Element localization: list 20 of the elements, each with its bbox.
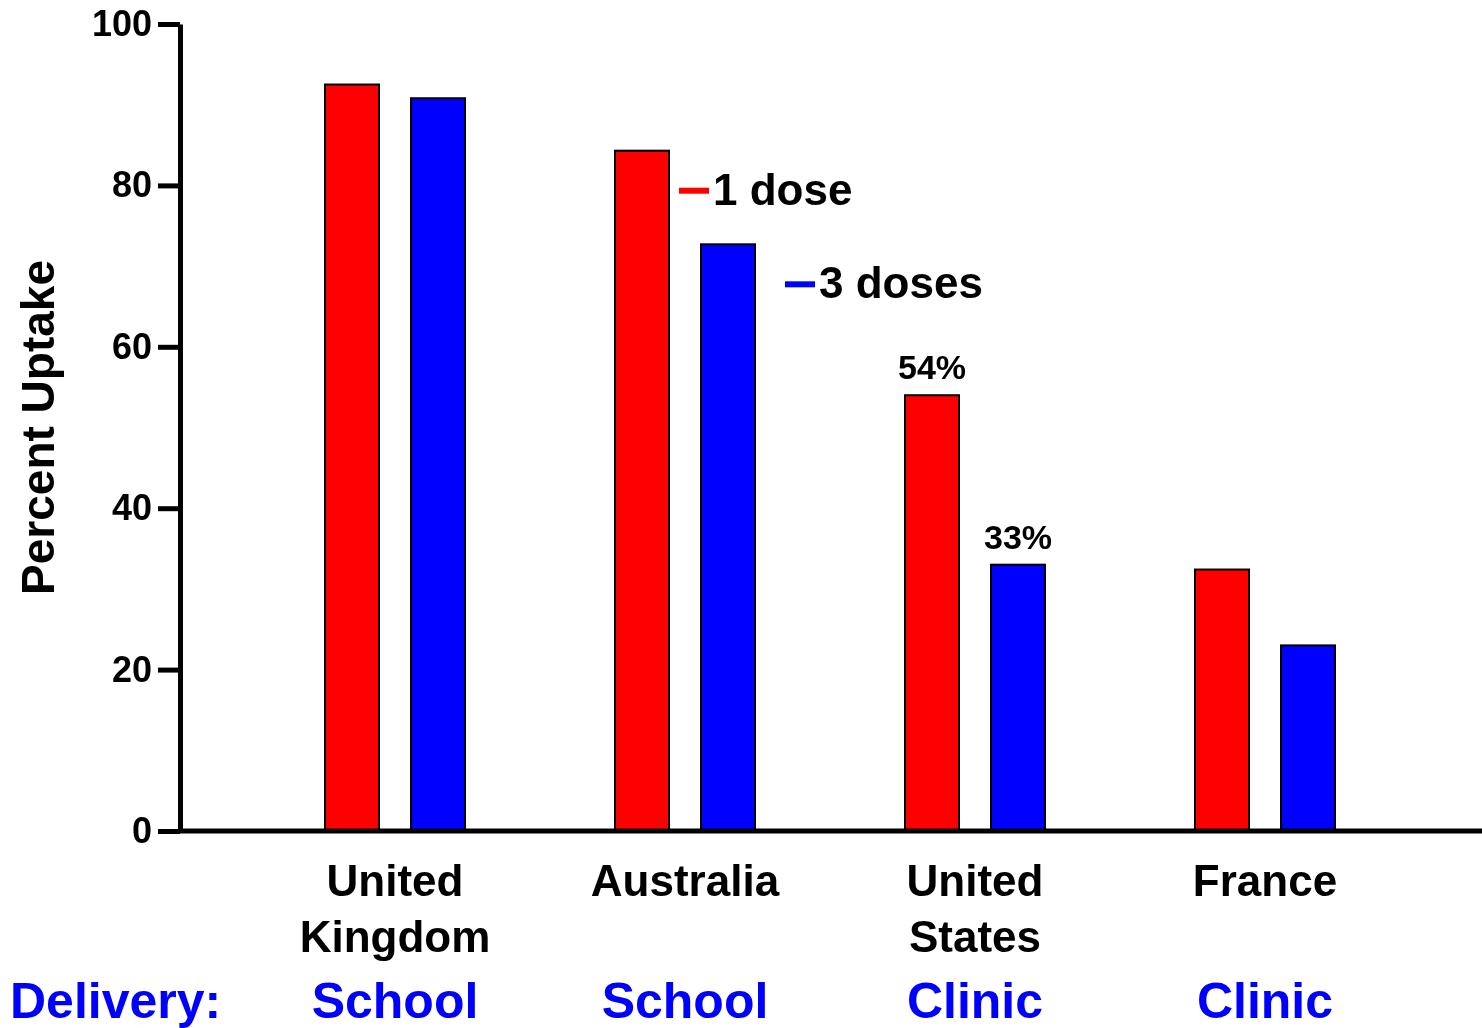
text: School xyxy=(601,973,769,1028)
y-axis-title: Percent Uptake xyxy=(12,260,64,595)
y-tick-label: 40 xyxy=(111,487,152,529)
x-tick-label: France xyxy=(1192,856,1338,905)
y-tick-label: 100 xyxy=(91,3,152,45)
y-tick-label: 20 xyxy=(111,648,152,690)
text: School xyxy=(311,973,479,1028)
y-tick-label: 60 xyxy=(111,325,152,367)
text: Delivery: xyxy=(10,973,222,1028)
legend-label: 3 doses xyxy=(819,258,983,308)
y-tick-label: 80 xyxy=(111,164,152,206)
x-tick-label: United Kingdom xyxy=(299,856,491,961)
text: Clinic xyxy=(906,973,1044,1028)
x-tick-label: Australia xyxy=(590,856,780,905)
legend-label: 1 dose xyxy=(713,164,853,214)
x-tick-label: United States xyxy=(906,856,1044,961)
data-label: 54% xyxy=(897,348,967,387)
data-label: 33% xyxy=(983,517,1053,556)
y-tick-label: 0 xyxy=(131,810,152,852)
text: Clinic xyxy=(1196,973,1334,1028)
